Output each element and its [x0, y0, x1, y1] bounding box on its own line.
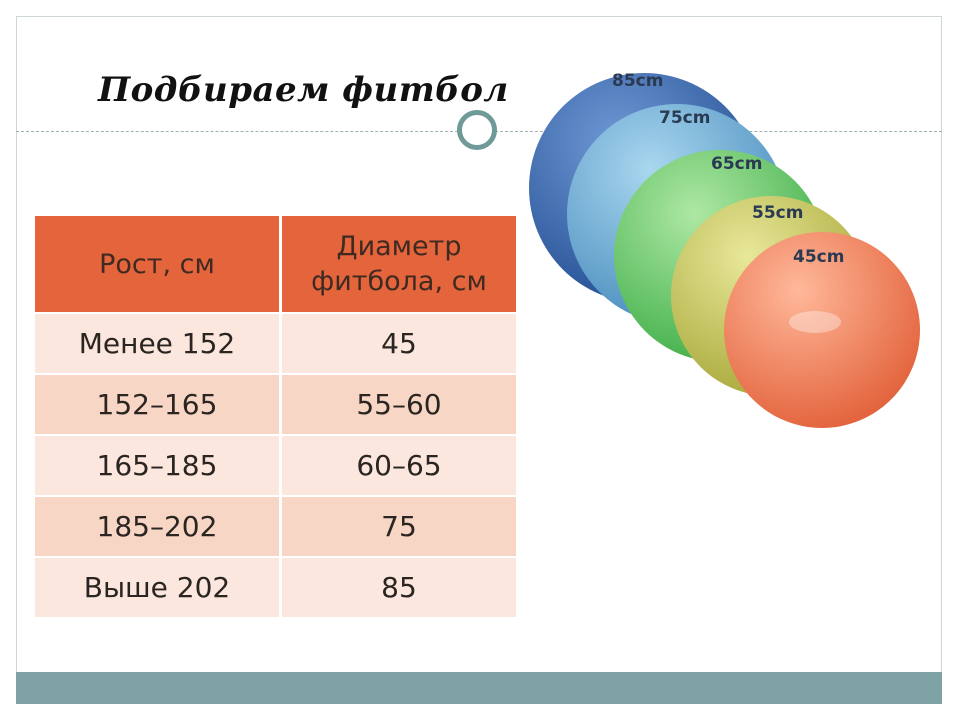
size-table: Рост, см Диаметр фитбола, см Менее 152 4… — [35, 216, 516, 617]
cell-height: Выше 202 — [35, 557, 282, 617]
header-diameter-line2: фитбола, см — [311, 266, 487, 297]
bottom-bar — [16, 672, 942, 704]
cell-height: 165–185 — [35, 435, 282, 496]
table-row: 185–202 75 — [35, 496, 516, 557]
cell-diameter: 85 — [280, 557, 516, 617]
table-row: 165–185 60–65 — [35, 435, 516, 496]
header-diameter: Диаметр фитбола, см — [280, 216, 516, 313]
table-row: Выше 202 85 — [35, 557, 516, 617]
header-height: Рост, см — [35, 216, 282, 313]
cell-height: 152–165 — [35, 374, 282, 435]
cell-diameter: 45 — [280, 313, 516, 374]
decorative-ring — [457, 110, 497, 150]
table-row: 152–165 55–60 — [35, 374, 516, 435]
header-diameter-line1: Диаметр — [336, 231, 462, 262]
cell-diameter: 75 — [280, 496, 516, 557]
cell-height: Менее 152 — [35, 313, 282, 374]
slide-title: Подбираем фитбол — [98, 70, 509, 110]
cell-height: 185–202 — [35, 496, 282, 557]
table-row: Менее 152 45 — [35, 313, 516, 374]
cell-diameter: 55–60 — [280, 374, 516, 435]
cell-diameter: 60–65 — [280, 435, 516, 496]
table-header-row: Рост, см Диаметр фитбола, см — [35, 216, 516, 313]
